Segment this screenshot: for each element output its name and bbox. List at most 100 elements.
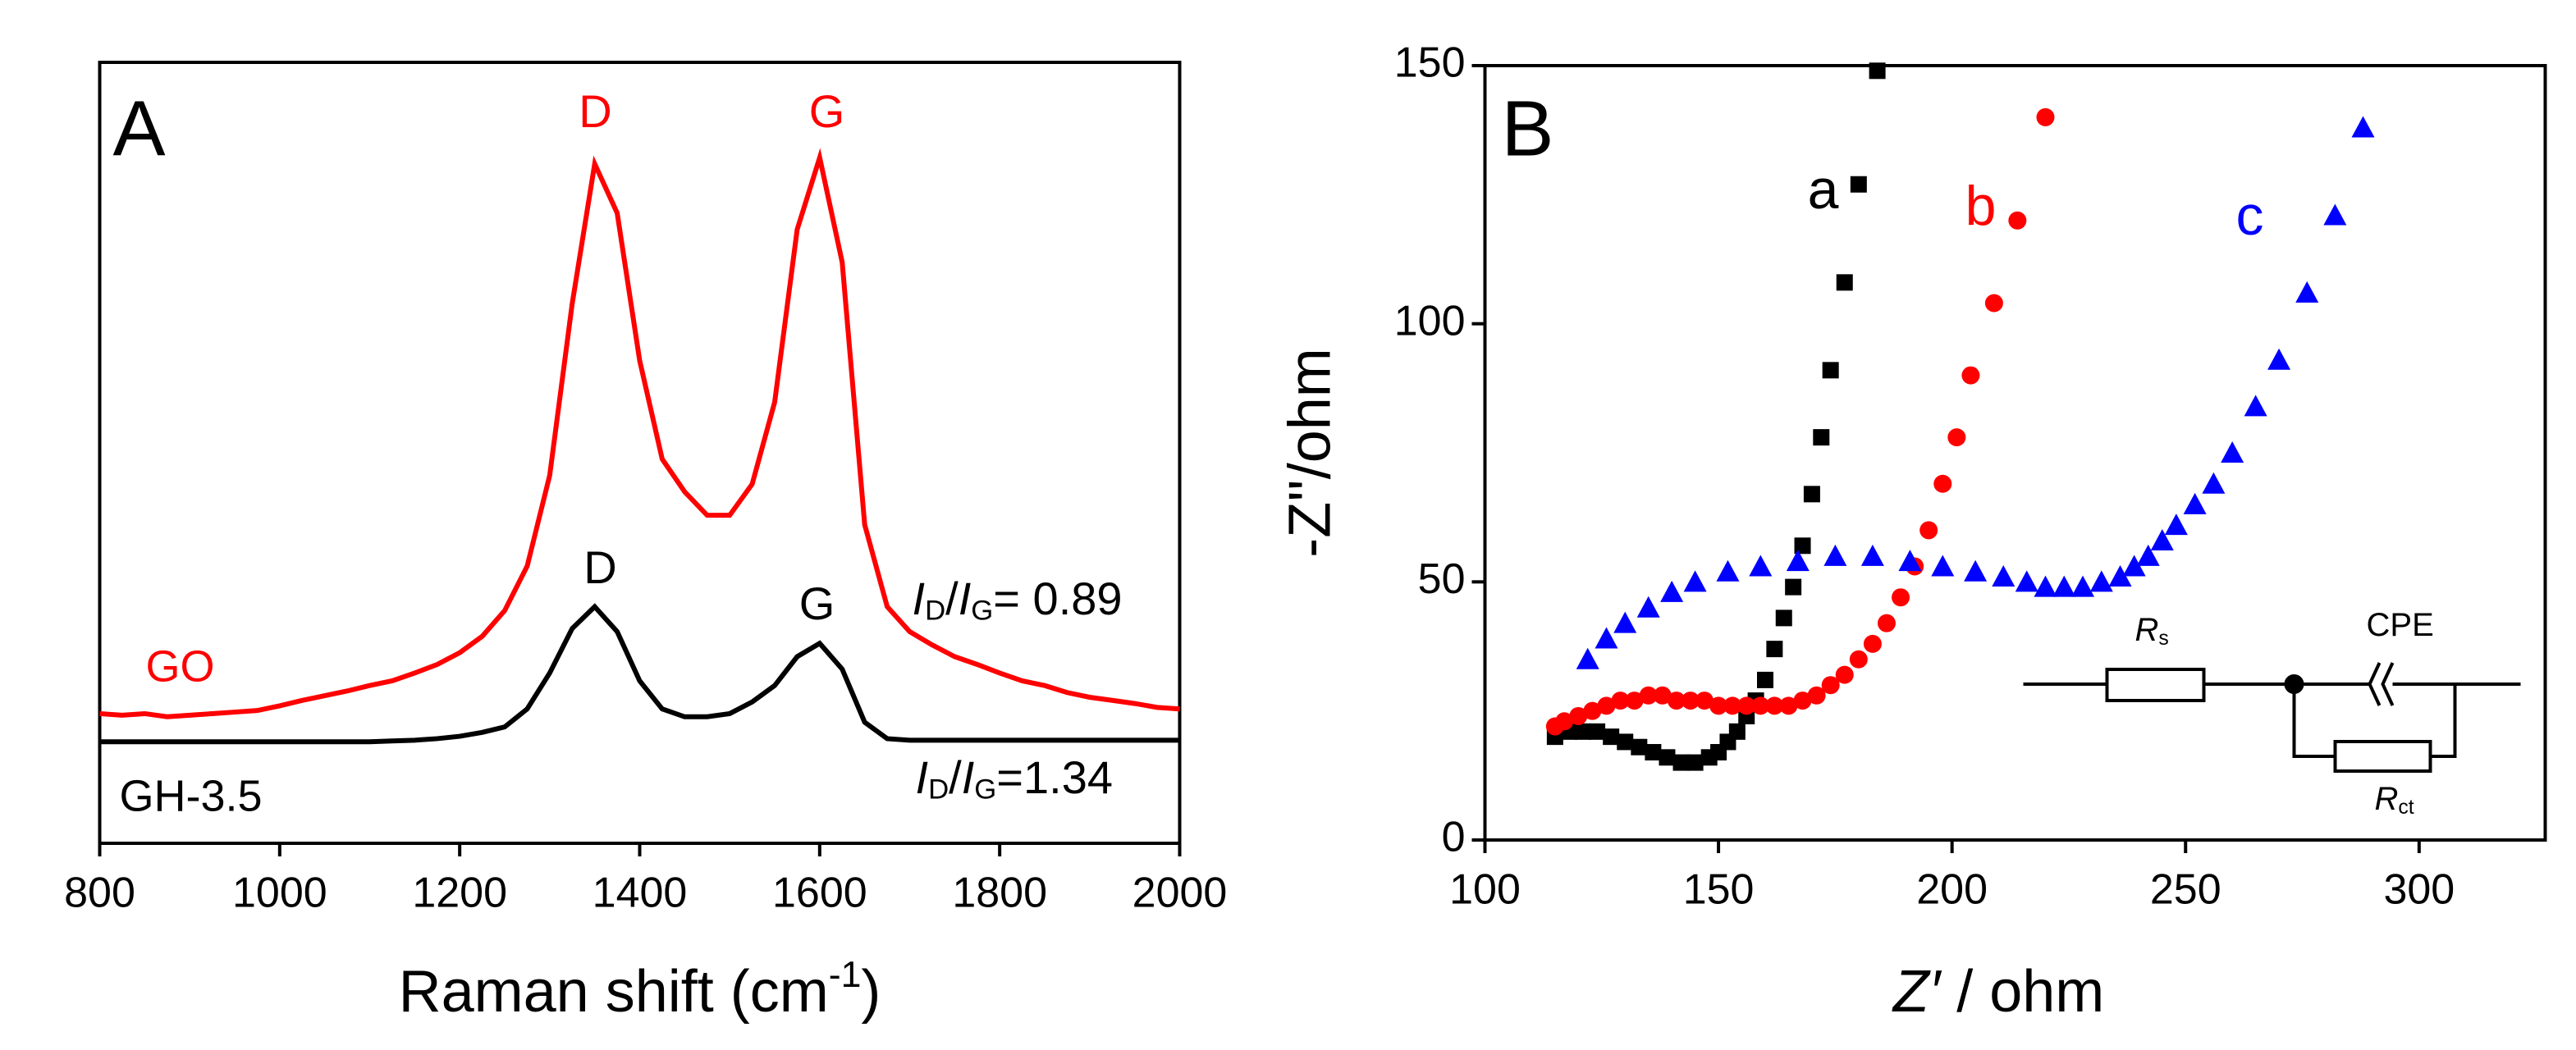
marker-triangle [1613,611,1637,633]
text-part: / ohm [1940,959,2104,1025]
annotation: CPE [2367,607,2434,643]
marker-circle [2008,211,2027,230]
text-part: G [809,85,845,137]
marker-circle [1984,294,2003,313]
marker-triangle [2052,575,2076,597]
plot-frame [1483,64,2547,842]
text-part: D [579,85,611,137]
marker-triangle [2351,116,2375,138]
annotation: Raman shift (cm-1) [399,955,881,1025]
marker-square [1813,429,1830,446]
marker-triangle [2108,565,2132,587]
marker-triangle [1660,580,1684,602]
text-part: =1.34 [996,751,1113,803]
plot-frame [98,61,1182,845]
marker-square [1766,641,1783,658]
marker-triangle [1576,647,1599,669]
x-tick-label: 1800 [952,870,1047,917]
marker-triangle [1786,550,1810,572]
marker-square [1822,362,1839,379]
resistor [2333,740,2432,773]
y-tick-label: 100 [1394,297,1466,345]
marker-circle [1751,696,1770,715]
spectrum-line [99,148,1180,719]
marker-triangle [2244,395,2267,417]
text-part: CPE [2367,607,2434,643]
marker-square [1775,609,1792,627]
text-part: I [913,573,926,624]
marker-triangle [1931,555,1955,577]
marker-triangle [1992,565,2016,587]
marker-triangle [2150,528,2174,550]
marker-square [1686,754,1704,771]
marker-circle [1947,428,1966,447]
marker-circle [1695,692,1714,710]
marker-triangle [2034,575,2057,597]
text-part: G [974,774,996,805]
annotation: D [579,85,611,137]
y-axis-label: -Z''/ohm [1278,348,1343,558]
marker-circle [1625,692,1644,710]
text-part: R [2375,781,2399,817]
marker-triangle [1636,596,1660,618]
marker-circle [1933,474,1952,493]
y-tick-label: 50 [1418,555,1466,603]
annotation: G [799,578,835,629]
text-part: G [971,595,993,626]
text-part: I [959,573,972,624]
marker-circle [1569,706,1588,725]
marker-triangle [2183,492,2207,514]
marker-triangle [1964,559,1988,582]
series-label: c [2236,185,2264,247]
text-part: D [928,774,949,805]
marker-square [1728,723,1746,740]
text-part: ct [2398,796,2414,818]
marker-circle [1555,712,1574,731]
annotation: ID/IG=1.34 [916,751,1113,806]
x-tick-label: 800 [64,870,135,917]
text-part: Raman shift (cm [399,959,829,1025]
marker-square [1836,274,1853,291]
marker-square [1659,749,1676,766]
marker-circle [1863,634,1882,653]
marker-circle [1611,692,1630,710]
text-part: / [945,573,959,624]
marker-circle [1667,692,1686,710]
cpe-plate [2368,662,2382,706]
marker-square [1672,754,1690,771]
marker-circle [1919,521,1938,540]
marker-circle [1961,366,1980,385]
marker-square [1869,62,1886,80]
x-tick-label: 1000 [232,870,327,917]
marker-circle [1877,614,1896,632]
marker-triangle [2202,472,2226,494]
x-tick-label: 2000 [1132,870,1228,917]
text-part: ) [861,959,881,1025]
text-part: = 0.89 [993,573,1122,624]
marker-triangle [1716,559,1740,582]
annotation: Rct [2375,781,2414,819]
marker-circle [1653,686,1672,705]
panel-letter: A [113,84,166,172]
marker-circle [1737,696,1756,715]
marker-triangle [2136,544,2160,566]
resistor [2105,668,2206,702]
cpe-plate [2381,662,2395,706]
annotation: D [583,541,616,593]
marker-circle [1709,696,1728,715]
marker-square [1756,671,1773,688]
marker-triangle [2267,348,2291,370]
x-tick-label: 1200 [412,870,507,917]
marker-triangle [2221,441,2244,463]
marker-triangle [1823,544,1847,566]
text-part: R [2135,612,2159,648]
text-part: D [583,541,616,593]
marker-triangle [1749,555,1773,577]
marker-circle [1793,692,1812,710]
marker-triangle [2323,203,2347,226]
marker-square [1575,723,1592,740]
marker-circle [1807,686,1826,705]
y-tick-label: 0 [1442,814,1466,861]
y-tick-label: 150 [1394,39,1466,87]
